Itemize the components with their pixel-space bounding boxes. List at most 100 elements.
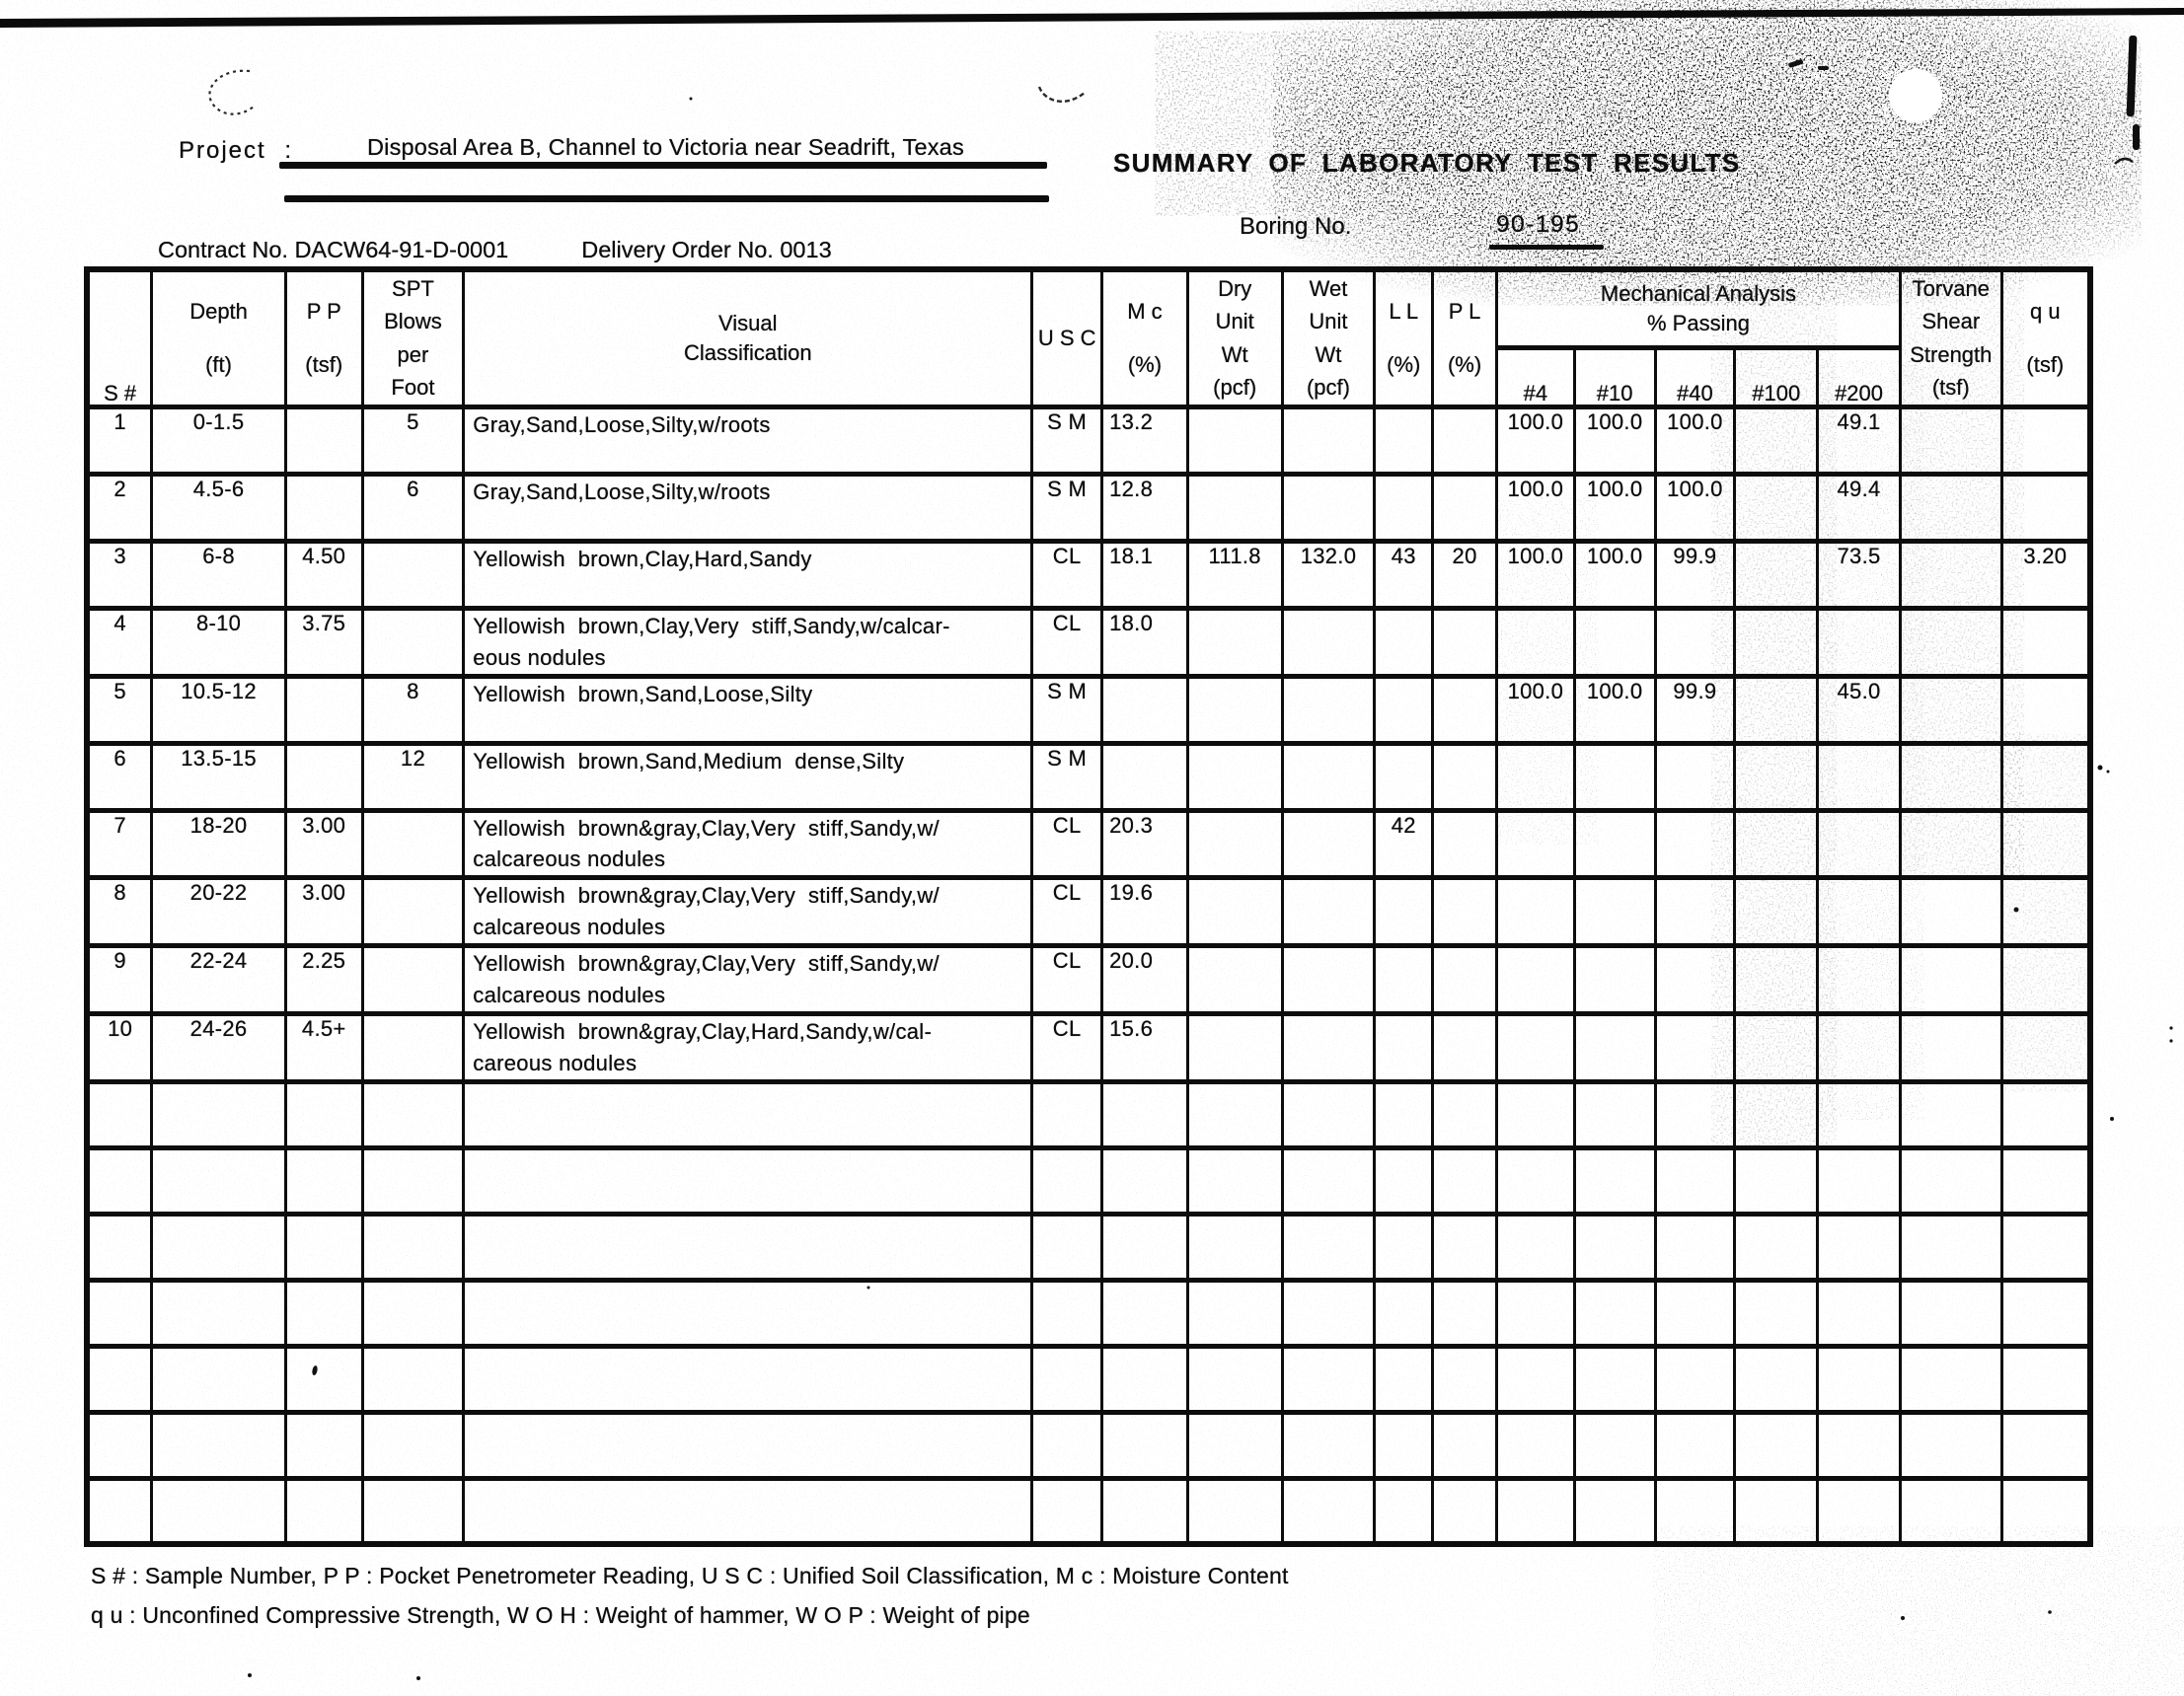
speckle-patch [1678,1534,2171,1692]
cell-moisture-content: 15.6 [1100,1010,1189,1084]
col-header-depth: Depth (ft) [150,266,287,409]
empty-cell [1816,1144,1902,1217]
cell-passing-no40 [1653,740,1737,813]
cell-plastic-limit [1431,1010,1498,1084]
pen-stroke-center [1037,86,1087,103]
empty-cell [1898,1409,2003,1481]
cell-passing-no200 [1816,740,1902,813]
empty-cell [1373,1211,1435,1283]
empty-cell [1999,1144,2092,1217]
cell-visual-classification: Gray,Sand,Loose,Silty,w/roots [462,404,1034,477]
ink-speck [2169,1039,2173,1043]
empty-cell [1572,1277,1657,1349]
empty-cell [150,1277,287,1349]
empty-cell [1185,1078,1284,1150]
empty-cell [1030,1078,1104,1150]
empty-cell [150,1475,287,1547]
project-underline-1 [279,162,1047,169]
empty-cell [360,1078,466,1150]
empty-cell [1030,1277,1104,1349]
cell-passing-no200 [1816,605,1902,679]
ink-speck [2110,1117,2114,1121]
cell-passing-no40 [1653,875,1737,949]
cell-torvane-shear [1898,673,2003,746]
empty-cell [1280,1343,1377,1415]
cell-depth: 18-20 [150,807,287,881]
punch-hole [1889,69,1942,122]
col-header-sieve-200: #200 [1816,345,1902,409]
cell-usc: CL [1030,1010,1104,1084]
cell-sample-number: 7 [85,807,154,881]
table-row: 7 18-20 3.00 Yellowish brown&gray,Clay,Very… [85,807,2092,881]
empty-cell [1280,1144,1377,1217]
empty-cell [1373,1144,1435,1217]
cell-wet-unit-wt [1280,1010,1377,1084]
empty-cell [462,1409,1034,1481]
cell-wet-unit-wt [1280,673,1377,746]
empty-cell [360,1343,466,1415]
col-header-sieve-10: #10 [1572,345,1657,409]
cell-passing-no40 [1653,605,1737,679]
cell-usc: CL [1030,943,1104,1016]
cell-passing-no100 [1733,605,1820,679]
cell-passing-no10 [1572,807,1657,881]
cell-visual-classification: Yellowish brown&gray,Clay,Hard,Sandy,w/c… [462,1010,1034,1084]
cell-passing-no200: 73.5 [1816,538,1902,611]
col-header-usc: U S C [1030,266,1104,409]
empty-cell [1185,1343,1284,1415]
project-underline-2 [284,195,1049,202]
boring-no-underline [1489,245,1604,250]
cell-plastic-limit [1431,605,1498,679]
cell-spt-blows: 6 [360,471,466,544]
empty-cell [360,1144,466,1217]
ink-speck [248,1673,252,1677]
cell-liquid-limit [1373,875,1435,949]
empty-cell [1999,1409,2092,1481]
cell-qu [1999,605,2092,679]
cell-passing-no10 [1572,740,1657,813]
cell-visual-classification: Yellowish brown,Sand,Medium dense,Silty [462,740,1034,813]
cell-usc: CL [1030,875,1104,949]
empty-cell [283,1277,364,1349]
contract-no: Contract No. DACW64-91-D-0001 [158,237,509,262]
col-header-sieve-4: #4 [1494,345,1576,409]
empty-cell [1280,1409,1377,1481]
cell-moisture-content: 13.2 [1100,404,1189,477]
empty-cell [1816,1409,1902,1481]
empty-table-row [85,1277,2092,1349]
empty-cell [283,1343,364,1415]
empty-cell [1816,1078,1902,1150]
empty-cell [1185,1211,1284,1283]
cell-usc: CL [1030,538,1104,611]
cell-spt-blows [360,605,466,679]
empty-cell [1280,1475,1377,1547]
empty-cell [1816,1211,1902,1283]
empty-cell [1816,1475,1902,1547]
empty-cell [1100,1277,1189,1349]
empty-cell [1653,1343,1737,1415]
cell-dry-unit-wt [1185,673,1284,746]
empty-cell [462,1277,1034,1349]
cell-spt-blows: 8 [360,673,466,746]
cell-usc: CL [1030,605,1104,679]
cell-sample-number: 2 [85,471,154,544]
cell-passing-no10: 100.0 [1572,538,1657,611]
table-row: 10 24-26 4.5+ Yellowish brown&gray,Clay,Har… [85,1010,2092,1084]
cell-dry-unit-wt [1185,471,1284,544]
cell-pp [283,740,364,813]
empty-cell [150,1343,287,1415]
empty-cell [150,1144,287,1217]
cell-passing-no40 [1653,943,1737,1016]
right-edge-ink-mark [2133,124,2140,150]
empty-cell [283,1475,364,1547]
empty-cell [283,1211,364,1283]
empty-cell [85,1211,154,1283]
empty-cell [1185,1144,1284,1217]
delivery-order-no: Delivery Order No. 0013 [581,237,832,262]
cell-wet-unit-wt [1280,404,1377,477]
empty-cell [1373,1078,1435,1150]
lab-results-table: S # Depth (ft) P P (tsf) SPT Blows per F… [84,266,2093,1548]
cell-passing-no200 [1816,1010,1902,1084]
cell-passing-no200 [1816,875,1902,949]
empty-cell [1431,1409,1498,1481]
